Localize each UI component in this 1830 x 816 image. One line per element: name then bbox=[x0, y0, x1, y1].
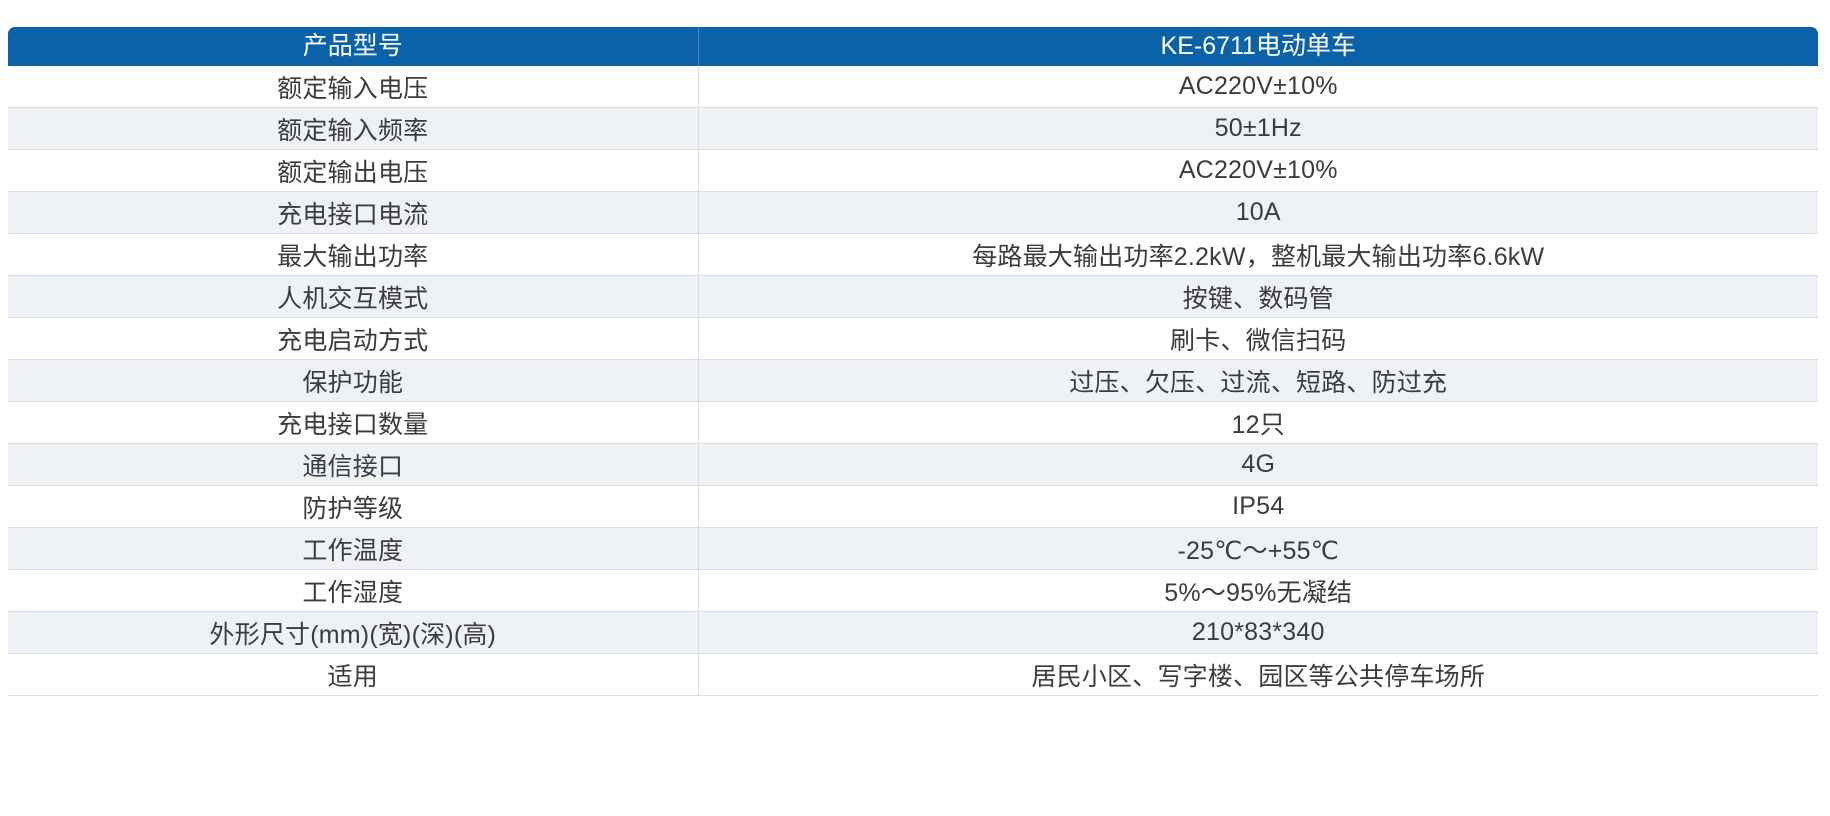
table-row: 额定输出电压 AC220V±10% bbox=[8, 149, 1818, 192]
table-header-row: 产品型号 KE-6711电动单车 bbox=[8, 27, 1818, 66]
spec-label-cell: 额定输入电压 bbox=[8, 66, 699, 108]
spec-value-cell: 居民小区、写字楼、园区等公共停车场所 bbox=[698, 653, 1818, 696]
spec-value-cell: 5%～95%无凝结 bbox=[698, 569, 1818, 612]
spec-label-cell: 充电启动方式 bbox=[8, 317, 699, 360]
spec-label-cell: 保护功能 bbox=[8, 359, 699, 402]
spec-value-cell: -25℃～+55℃ bbox=[698, 527, 1818, 570]
header-cell-label-column: 产品型号 bbox=[8, 27, 699, 66]
table-row: 工作湿度 5%～95%无凝结 bbox=[8, 569, 1818, 612]
table-row: 最大输出功率 每路最大输出功率2.2kW，整机最大输出功率6.6kW bbox=[8, 233, 1818, 276]
spec-label-cell: 工作温度 bbox=[8, 527, 699, 570]
spec-value-cell: 刷卡、微信扫码 bbox=[698, 317, 1818, 360]
table-row: 通信接口 4G bbox=[8, 443, 1818, 486]
spec-label-cell: 最大输出功率 bbox=[8, 233, 699, 276]
spec-label-cell: 额定输入频率 bbox=[8, 107, 699, 150]
spec-value-cell: 过压、欠压、过流、短路、防过充 bbox=[698, 359, 1818, 402]
table-row: 充电接口电流 10A bbox=[8, 191, 1818, 234]
table-row: 额定输入频率 50±1Hz bbox=[8, 107, 1818, 150]
spec-value-cell: 210*83*340 bbox=[698, 611, 1818, 654]
spec-value-cell: AC220V±10% bbox=[698, 149, 1818, 192]
header-cell-value-column: KE-6711电动单车 bbox=[698, 27, 1818, 66]
product-specification-table: 产品型号 KE-6711电动单车 额定输入电压 AC220V±10% 额定输入频率 5… bbox=[8, 27, 1818, 696]
table-row: 充电启动方式 刷卡、微信扫码 bbox=[8, 317, 1818, 360]
table-header: 产品型号 KE-6711电动单车 bbox=[8, 27, 1818, 66]
table-body: 额定输入电压 AC220V±10% 额定输入频率 50±1Hz 额定输出电压 AC220V… bbox=[8, 66, 1818, 696]
table-row: 额定输入电压 AC220V±10% bbox=[8, 66, 1818, 108]
table-row: 保护功能 过压、欠压、过流、短路、防过充 bbox=[8, 359, 1818, 402]
spec-value-cell: 按键、数码管 bbox=[698, 275, 1818, 318]
spec-value-cell: AC220V±10% bbox=[698, 66, 1818, 108]
spec-value-cell: 每路最大输出功率2.2kW，整机最大输出功率6.6kW bbox=[698, 233, 1818, 276]
table-row: 外形尺寸(mm)(宽)(深)(高) 210*83*340 bbox=[8, 611, 1818, 654]
spec-label-cell: 充电接口数量 bbox=[8, 401, 699, 444]
table-row: 防护等级 IP54 bbox=[8, 485, 1818, 528]
table-row: 人机交互模式 按键、数码管 bbox=[8, 275, 1818, 318]
spec-label-cell: 人机交互模式 bbox=[8, 275, 699, 318]
spec-label-cell: 通信接口 bbox=[8, 443, 699, 486]
spec-label-cell: 外形尺寸(mm)(宽)(深)(高) bbox=[8, 611, 699, 654]
spec-label-cell: 额定输出电压 bbox=[8, 149, 699, 192]
table-row: 适用 居民小区、写字楼、园区等公共停车场所 bbox=[8, 653, 1818, 696]
spec-value-cell: 10A bbox=[698, 191, 1818, 234]
spec-value-cell: IP54 bbox=[698, 485, 1818, 528]
spec-value-cell: 4G bbox=[698, 443, 1818, 486]
spec-label-cell: 防护等级 bbox=[8, 485, 699, 528]
spec-value-cell: 12只 bbox=[698, 401, 1818, 444]
spec-label-cell: 适用 bbox=[8, 653, 699, 696]
spec-label-cell: 充电接口电流 bbox=[8, 191, 699, 234]
spec-value-cell: 50±1Hz bbox=[698, 107, 1818, 150]
table-row: 工作温度 -25℃～+55℃ bbox=[8, 527, 1818, 570]
spec-label-cell: 工作湿度 bbox=[8, 569, 699, 612]
table-row: 充电接口数量 12只 bbox=[8, 401, 1818, 444]
